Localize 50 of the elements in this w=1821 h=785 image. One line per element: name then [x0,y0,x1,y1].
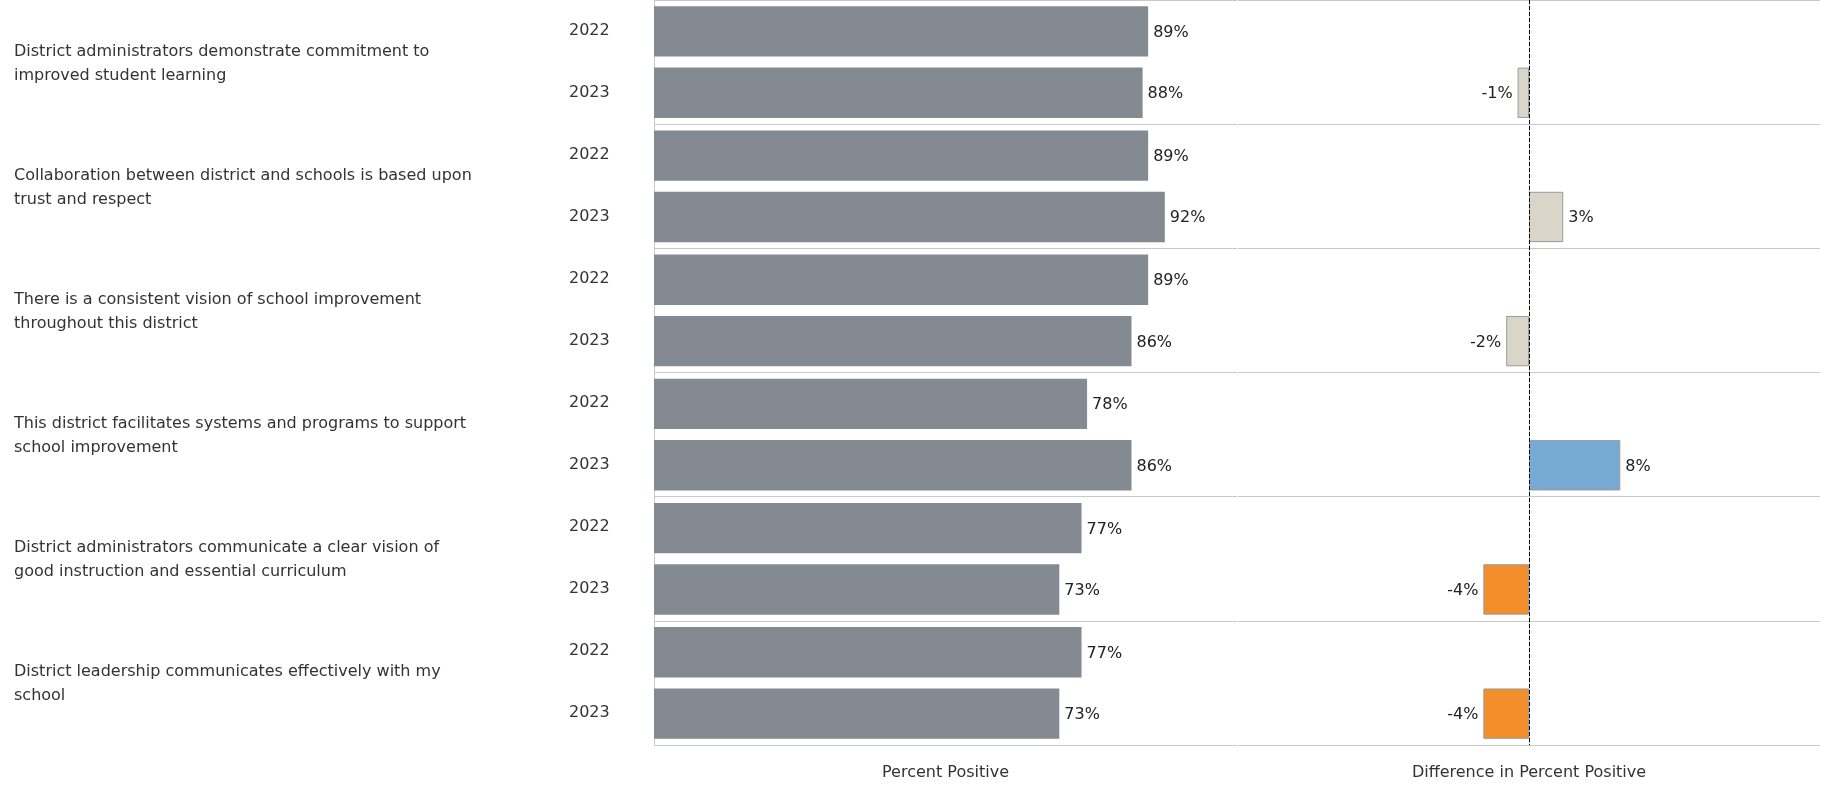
bar [654,130,1149,181]
data-label: -4% [1447,704,1479,724]
y-tick-label: Collaboration between district and schools is based upon trust and respect [14,164,477,208]
data-label: 86% [1136,331,1173,351]
bar [654,440,1132,491]
data-label: 89% [1153,270,1189,290]
bar [654,315,1132,367]
data-label: -2% [1470,331,1502,351]
bar [654,378,1088,430]
text: 2023 [569,702,610,722]
data-label: -1% [1481,83,1513,103]
data-label: 77% [1086,518,1123,538]
bar [654,502,1082,554]
y-tick-label: District leadership communicates effectively with my school [14,661,446,705]
data-label: 89% [1153,146,1189,166]
x-axis-title: Percent Positive [882,761,1009,781]
y-tick-label: District administrators communicate a clear vision of good instruction and essential curriculum [14,537,445,581]
text: 2022 [569,516,610,536]
bar [654,627,1082,678]
bar [654,688,1060,739]
text: 2022 [569,392,610,412]
data-label: -4% [1447,579,1479,599]
text: 2023 [569,578,610,598]
data-label: 88% [1147,83,1184,103]
bar [654,191,1165,243]
data-label: 89% [1153,21,1189,41]
data-label: 77% [1086,642,1123,662]
y-tick-label: District administrators demonstrate commitment to improved student learning [14,40,435,84]
data-label: 86% [1136,455,1173,475]
y-tick-label: There is a consistent vision of school improvement throughout this district [13,288,427,332]
text: 2022 [569,640,610,660]
bar [654,564,1060,615]
text: 2023 [569,81,610,101]
text: 2023 [569,454,610,474]
text: 2022 [569,19,610,39]
text: 2023 [569,329,610,349]
y-tick-label: This district facilitates systems and programs to support school improvement [13,413,472,457]
data-label: 8% [1625,455,1651,475]
data-label: 73% [1064,704,1100,724]
data-label: 73% [1064,579,1100,599]
bar [654,254,1149,305]
data-label: 3% [1568,207,1594,227]
x-axis-title: Difference in Percent Positive [1411,761,1647,781]
bar [654,67,1143,118]
data-label: 92% [1169,207,1206,227]
text: 2022 [569,143,610,163]
text: 2023 [569,205,610,225]
bar [654,6,1149,57]
text: 2022 [569,267,610,287]
data-label: 78% [1092,394,1128,414]
